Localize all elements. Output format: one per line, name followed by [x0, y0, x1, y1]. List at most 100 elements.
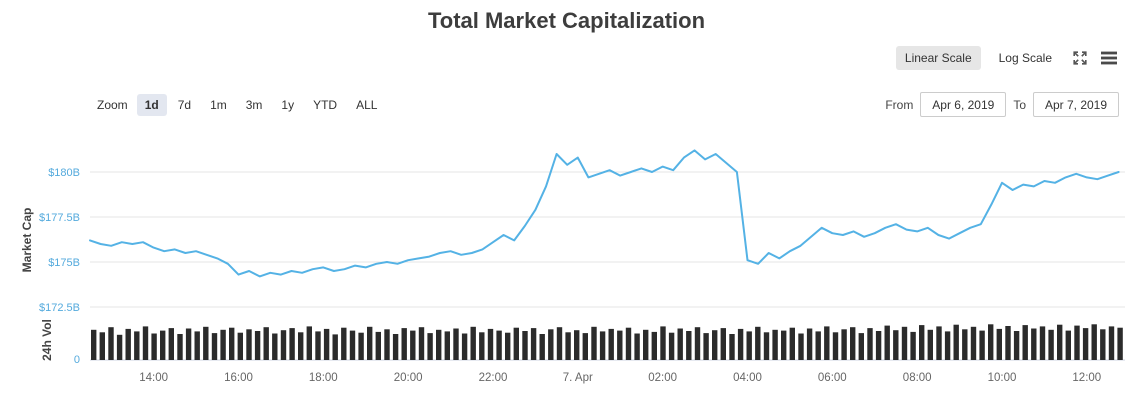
- volume-bar: [806, 328, 813, 360]
- volume-bar: [496, 330, 502, 360]
- volume-bar: [134, 331, 140, 360]
- volume-bar: [841, 329, 847, 360]
- volume-bar: [444, 331, 450, 360]
- log-scale-button[interactable]: Log Scale: [998, 51, 1052, 65]
- volume-bar: [539, 334, 545, 360]
- volume-bar: [901, 326, 908, 360]
- volume-bar: [211, 333, 218, 360]
- volume-bar: [599, 331, 606, 360]
- to-date-input[interactable]: [1033, 92, 1119, 117]
- volume-zero-label: 0: [74, 354, 80, 366]
- zoom-button-7d[interactable]: 7d: [177, 97, 192, 112]
- volume-bar: [1005, 326, 1011, 360]
- volume-bar: [237, 332, 243, 360]
- from-date-input[interactable]: [920, 92, 1007, 117]
- zoom-button-1d[interactable]: 1d: [136, 93, 167, 116]
- x-axis-tick-label: 14:00: [139, 372, 168, 384]
- volume-bar: [1100, 329, 1106, 360]
- volume-bar: [1057, 324, 1063, 360]
- volume-bar: [125, 328, 131, 360]
- zoom-button-all[interactable]: ALL: [356, 97, 378, 112]
- volume-bar: [824, 326, 830, 360]
- x-axis-tick-label: 7. Apr: [563, 372, 593, 384]
- x-axis-tick-label: 10:00: [988, 372, 1017, 384]
- fullscreen-button[interactable]: [1070, 48, 1090, 68]
- volume-bar: [315, 331, 321, 360]
- volume-bar: [970, 326, 977, 360]
- volume-bar: [565, 332, 571, 360]
- volume-bar: [944, 331, 951, 360]
- volume-bar: [254, 331, 261, 360]
- market-cap-chart[interactable]: $180B $177.5B $175B $172.5B 0 14:00 16:00 18:00…: [0, 128, 1133, 390]
- volume-bar: [893, 330, 899, 360]
- volume-bar: [151, 333, 157, 360]
- volume-bar: [1022, 325, 1028, 360]
- scale-toolbar: Linear Scale Log Scale: [895, 46, 1119, 70]
- zoom-button-1m[interactable]: 1m: [210, 97, 227, 112]
- volume-bar: [703, 333, 709, 360]
- zoom-label: Zoom: [97, 97, 128, 112]
- volume-bar: [617, 330, 623, 360]
- volume-bar: [418, 327, 425, 360]
- volume-bar: [91, 329, 97, 360]
- volume-bar: [1039, 326, 1046, 360]
- volume-bar: [280, 330, 287, 360]
- volume-bar: [1074, 325, 1080, 360]
- context-menu-button[interactable]: [1099, 50, 1119, 66]
- x-axis-tick-label: 06:00: [818, 372, 847, 384]
- volume-bar: [634, 333, 640, 360]
- x-axis-tick-label: 18:00: [309, 372, 338, 384]
- volume-bar: [505, 332, 511, 360]
- zoom-button-3m[interactable]: 3m: [245, 97, 263, 112]
- volume-bar: [919, 325, 925, 360]
- range-selector: Zoom 1d 7d 1m 3m 1y YTD ALL From To: [97, 92, 1119, 117]
- zoom-button-ytd[interactable]: YTD: [313, 97, 338, 112]
- x-axis-tick-label: 20:00: [394, 372, 423, 384]
- volume-bar: [229, 327, 235, 360]
- volume-bar: [772, 329, 778, 360]
- volume-bar: [858, 333, 864, 360]
- volume-bar: [1013, 331, 1020, 360]
- x-axis-tick-label: 22:00: [479, 372, 508, 384]
- volume-bar: [384, 329, 390, 360]
- volume-bar: [306, 326, 312, 360]
- volume-bar: [461, 333, 468, 360]
- y-axis-tick-label: $172.5B: [39, 302, 80, 314]
- volume-bar: [712, 330, 718, 360]
- volume-bar: [341, 327, 347, 360]
- x-axis-tick-label: 04:00: [733, 372, 762, 384]
- volume-bar: [789, 327, 795, 360]
- from-label: From: [885, 97, 914, 112]
- volume-bar: [116, 334, 123, 360]
- volume-bar: [737, 328, 744, 360]
- volume-bar: [729, 334, 735, 360]
- volume-bar: [332, 334, 338, 360]
- volume-bar: [479, 332, 485, 360]
- volume-bar: [323, 328, 330, 360]
- linear-scale-button[interactable]: Linear Scale: [895, 46, 981, 70]
- y-axis-tick-label: $180B: [48, 167, 80, 179]
- volume-bar: [677, 328, 683, 360]
- volume-bar: [979, 330, 985, 360]
- volume-bar: [272, 333, 278, 360]
- volume-bar: [470, 326, 476, 360]
- volume-bar: [763, 332, 770, 360]
- volume-bar: [608, 328, 614, 360]
- volume-bar: [453, 328, 459, 360]
- volume-bar: [410, 330, 416, 360]
- y-axis-tick-label: $175B: [48, 257, 80, 269]
- volume-bar: [108, 327, 114, 360]
- volume-bar: [625, 327, 632, 360]
- volume-bar: [427, 333, 433, 360]
- volume-bar: [177, 334, 183, 360]
- volume-bar: [289, 328, 295, 360]
- volume-bar: [746, 331, 752, 360]
- volume-bar: [582, 333, 588, 360]
- volume-bar: [875, 331, 882, 360]
- zoom-button-1y[interactable]: 1y: [281, 97, 295, 112]
- volume-bar: [298, 332, 304, 360]
- volume-bar: [530, 328, 537, 360]
- volume-bar: [436, 329, 442, 360]
- page-title: Total Market Capitalization: [427, 8, 706, 33]
